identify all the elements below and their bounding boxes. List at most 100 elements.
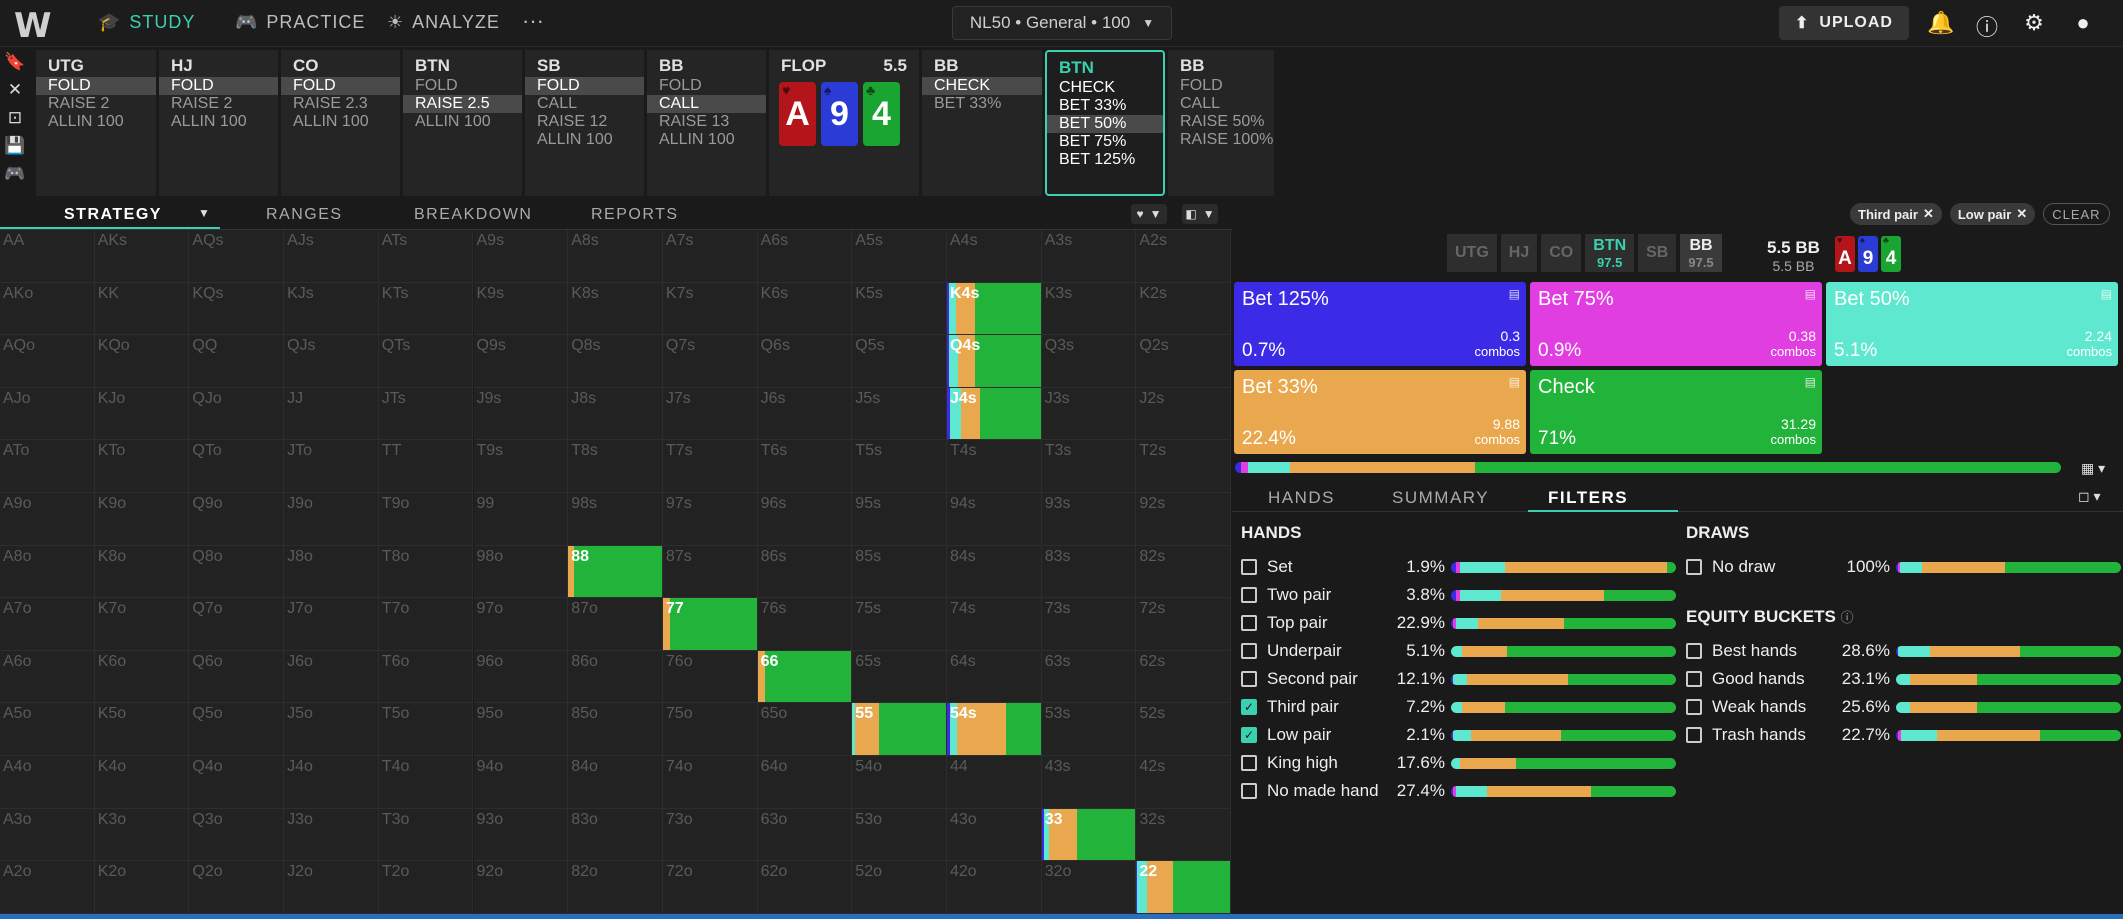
hand-cell[interactable]: T5s <box>852 440 947 493</box>
hand-cell[interactable]: K7s <box>662 282 758 336</box>
hand-cell[interactable]: K8o <box>94 545 190 599</box>
help-icon[interactable]: ⓘ <box>1975 15 1998 40</box>
hand-cell[interactable]: 96o <box>473 650 569 704</box>
position-btn-hj[interactable]: HJ <box>1500 234 1538 272</box>
checkbox[interactable] <box>1241 783 1257 799</box>
position-btn-utg[interactable]: UTG <box>1447 234 1497 272</box>
hand-cell[interactable]: ATo <box>0 440 95 493</box>
action-option[interactable]: RAISE 2.3 <box>293 95 368 112</box>
hand-cell[interactable]: 97o <box>473 598 569 651</box>
action-option[interactable]: FOLD <box>159 77 278 95</box>
save-icon[interactable]: 💾 <box>4 136 26 155</box>
hand-cell[interactable]: T7s <box>662 440 758 493</box>
hand-cell[interactable]: 62o <box>757 861 853 914</box>
hand-cell[interactable]: Q6s <box>757 335 853 388</box>
hand-cell[interactable]: T6s <box>757 440 853 493</box>
filter-row[interactable]: No made hand 27.4% <box>1241 779 1676 803</box>
hand-cell[interactable]: J6o <box>284 650 379 704</box>
action-option[interactable]: ALLIN 100 <box>415 113 491 130</box>
nav-analyze[interactable]: ☀ ANALYZE <box>387 12 500 32</box>
hand-cell[interactable]: 53o <box>852 808 947 862</box>
hand-cell[interactable]: K5s <box>852 282 947 336</box>
hand-cell[interactable]: 32o <box>1041 861 1137 914</box>
hand-cell[interactable]: 72o <box>662 861 758 914</box>
hand-cell[interactable]: J5o <box>284 703 379 756</box>
action-option[interactable]: BET 33% <box>934 95 1002 112</box>
action-option[interactable]: ALLIN 100 <box>171 113 247 130</box>
hand-cell[interactable]: A6s <box>757 230 853 283</box>
hand-cell[interactable]: 87s <box>662 545 758 599</box>
hand-cell[interactable]: J2s <box>1136 387 1232 441</box>
hand-cell[interactable]: Q3s <box>1041 335 1137 388</box>
action-option[interactable]: RAISE 2 <box>171 95 233 112</box>
tab-strategy[interactable]: STRATEGY <box>64 206 162 223</box>
hand-cell[interactable]: 92s <box>1136 493 1232 546</box>
hand-cell[interactable]: AA <box>0 230 95 283</box>
hand-cell[interactable]: 54s <box>947 703 1042 756</box>
hand-cell[interactable]: 84s <box>947 545 1042 599</box>
checkbox[interactable]: ✓ <box>1241 727 1257 743</box>
hand-cell[interactable]: A4s <box>947 230 1042 283</box>
filter-row[interactable]: Set 1.9% <box>1241 555 1676 579</box>
hand-cell[interactable]: 43s <box>1041 756 1137 809</box>
hand-cell[interactable]: J2o <box>284 861 379 914</box>
hand-cell[interactable]: 83o <box>568 808 663 862</box>
hand-cell[interactable]: 98s <box>568 493 663 546</box>
filter-row[interactable]: Two pair 3.8% <box>1241 583 1676 607</box>
filter-row[interactable]: Good hands 23.1% <box>1686 667 2121 691</box>
action-col-co[interactable]: CO FOLD RAISE 2.3 ALLIN 100 <box>281 50 400 196</box>
postflop-col-bb[interactable]: BB CHECK BET 33% <box>922 50 1042 196</box>
hand-cell[interactable]: JTs <box>378 387 474 441</box>
hand-cell[interactable]: A2o <box>0 861 95 914</box>
hand-cell[interactable]: T6o <box>378 650 474 704</box>
hand-cell[interactable]: Q7o <box>189 598 285 651</box>
action-option[interactable]: RAISE 2 <box>48 95 110 112</box>
action-option[interactable]: BET 33% <box>1059 97 1127 114</box>
hand-cell[interactable]: K2s <box>1136 282 1232 336</box>
hand-cell[interactable]: KQs <box>189 282 285 336</box>
hand-cell[interactable]: J6s <box>757 387 853 441</box>
hand-cell[interactable]: K6o <box>94 650 190 704</box>
hand-cell[interactable]: K5o <box>94 703 190 756</box>
strategy-tile-bet-75-[interactable]: Bet 75% ▤ 0.9% 0.38 combos <box>1530 282 1822 366</box>
checkbox[interactable] <box>1686 727 1702 743</box>
app-logo[interactable]: W <box>14 6 51 46</box>
hand-cell[interactable]: AQs <box>189 230 285 283</box>
color-mode-toggle[interactable]: ◧ ▼ <box>1182 204 1218 224</box>
bell-icon[interactable]: 🔔 <box>1927 10 1955 35</box>
checkbox[interactable] <box>1241 559 1257 575</box>
hand-cell[interactable]: J7o <box>284 598 379 651</box>
action-option[interactable]: RAISE 100% <box>1180 131 1274 148</box>
hand-cell[interactable]: 65o <box>757 703 853 756</box>
hand-cell[interactable]: 53s <box>1041 703 1137 756</box>
position-btn-sb[interactable]: SB <box>1638 234 1677 272</box>
hand-cell[interactable]: QJo <box>189 387 285 441</box>
hand-cell[interactable]: Q4o <box>189 756 285 809</box>
hand-cell[interactable]: J7s <box>662 387 758 441</box>
hand-cell[interactable]: A9o <box>0 493 95 546</box>
hand-cell[interactable]: 63o <box>757 808 853 862</box>
hand-cell[interactable]: A9s <box>473 230 569 283</box>
postflop-col-btn[interactable]: BTN CHECK BET 33% BET 50% BET 75% BET 125% <box>1045 50 1165 196</box>
hand-cell[interactable]: 97s <box>662 493 758 546</box>
clear-filters-button[interactable]: CLEAR <box>2043 203 2110 225</box>
action-option[interactable]: ALLIN 100 <box>48 113 124 130</box>
hand-cell[interactable]: 22 <box>1136 861 1232 914</box>
nav-study[interactable]: 🎓 STUDY <box>98 12 196 32</box>
hand-cell[interactable]: A8s <box>568 230 663 283</box>
hand-cell[interactable]: 62s <box>1136 650 1232 704</box>
gear-icon[interactable]: ⚙ <box>2024 10 2044 35</box>
close-icon[interactable]: ✕ <box>7 80 23 99</box>
hand-cell[interactable]: T8o <box>378 545 474 599</box>
hand-cell[interactable]: A7s <box>662 230 758 283</box>
expand-icon[interactable]: ▤ <box>1804 287 1816 301</box>
hand-cell[interactable]: 95o <box>473 703 569 756</box>
filter-row[interactable]: Best hands 28.6% <box>1686 639 2121 663</box>
chevron-down-icon[interactable]: ▼ <box>198 206 212 220</box>
more-menu-button[interactable]: ··· <box>522 8 544 33</box>
hand-cell[interactable]: 84o <box>568 756 663 809</box>
hand-cell[interactable]: 66 <box>757 650 853 704</box>
hand-cell[interactable]: T8s <box>568 440 663 493</box>
filter-row[interactable]: Weak hands 25.6% <box>1686 695 2121 719</box>
hand-cell[interactable]: 72s <box>1136 598 1232 651</box>
